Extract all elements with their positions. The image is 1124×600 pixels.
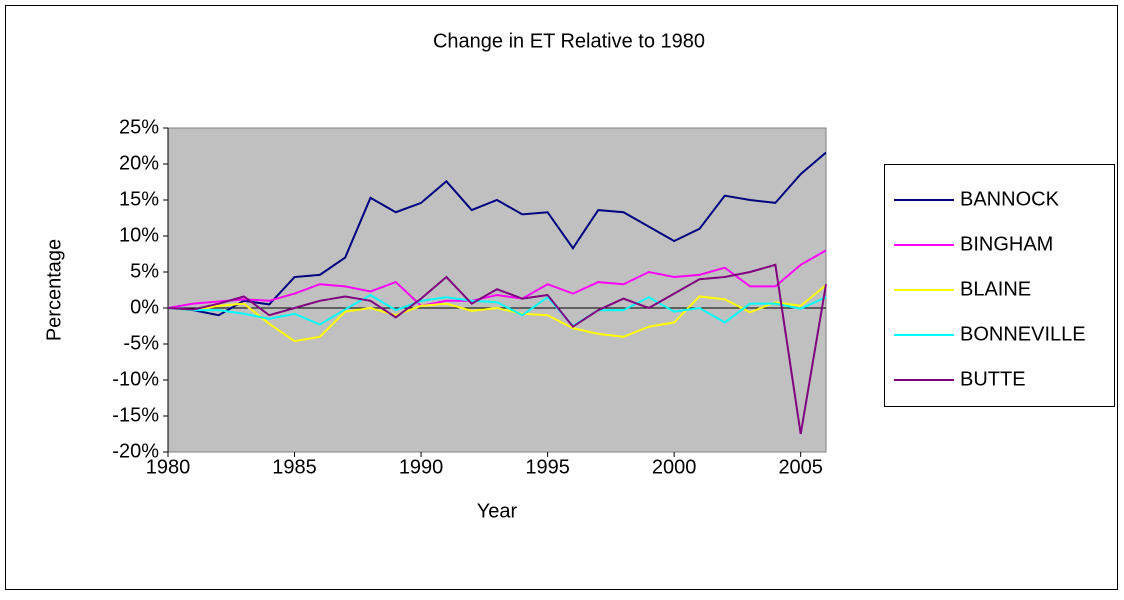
y-tick-label: 0% xyxy=(130,296,159,318)
legend-label: BINGHAM xyxy=(960,233,1053,255)
x-tick-label: 1995 xyxy=(525,456,570,478)
x-tick-label: 1985 xyxy=(272,456,317,478)
y-tick-label: -20% xyxy=(112,440,159,462)
y-tick-label: -10% xyxy=(112,368,159,390)
legend-label: BONNEVILLE xyxy=(960,323,1086,345)
y-tick-label: 5% xyxy=(130,260,159,282)
y-tick-label: 20% xyxy=(119,152,159,174)
y-tick-label: -5% xyxy=(123,332,159,354)
legend-label: BLAINE xyxy=(960,278,1031,300)
legend xyxy=(884,164,1115,407)
x-axis-label: Year xyxy=(477,500,518,522)
series-line xyxy=(167,284,827,343)
y-tick-label: 10% xyxy=(119,224,159,246)
chart-title: Change in ET Relative to 1980 xyxy=(433,30,705,52)
y-tick-label: 25% xyxy=(119,116,159,138)
series-line xyxy=(167,293,827,328)
x-tick-label: 1990 xyxy=(399,456,444,478)
x-tick-label: 1980 xyxy=(146,456,191,478)
series-line xyxy=(167,263,827,435)
y-axis-label: Percentage xyxy=(43,239,65,341)
x-tick-label: 2005 xyxy=(778,456,823,478)
y-tick-label: -15% xyxy=(112,404,159,426)
legend-label: BANNOCK xyxy=(960,188,1060,210)
series-line xyxy=(167,249,827,309)
legend-label: BUTTE xyxy=(960,368,1026,390)
x-tick-label: 2000 xyxy=(652,456,697,478)
y-tick-label: 15% xyxy=(119,188,159,210)
series-line xyxy=(167,151,827,317)
